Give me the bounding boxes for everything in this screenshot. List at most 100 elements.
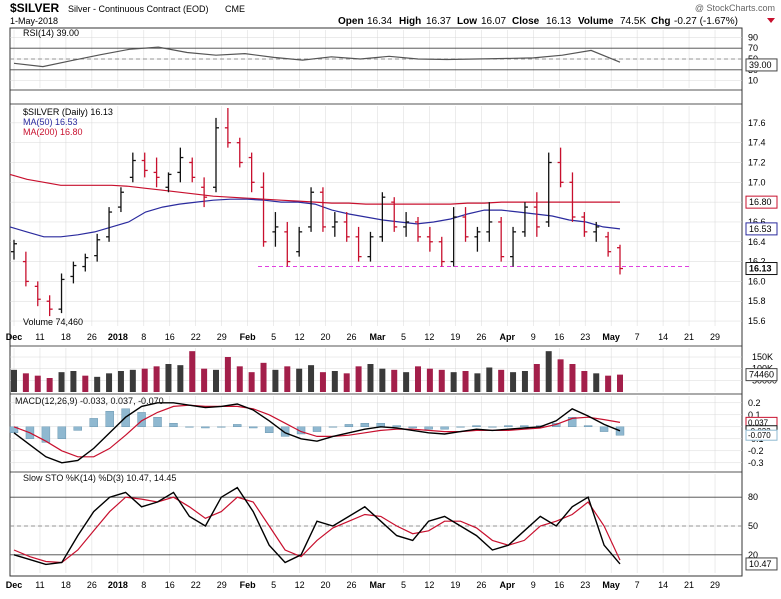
macd-histogram-bar [153,417,162,428]
rsi-current-badge [745,58,778,72]
volume-bar [438,369,445,392]
volume-bar [474,373,481,392]
bottom-x-tick-label: 29 [710,580,720,590]
macd-signal-line [13,404,621,458]
ohlc-bar [58,273,65,314]
high-label: High [399,16,421,27]
stochastic-k-line [13,486,621,566]
volume-bar [224,357,231,392]
price-x-tick-label: 2018 [108,332,128,342]
rsi-tick-label: 90 [748,32,758,42]
bottom-x-tick-label: 16 [165,580,175,590]
macd-histogram-bar [583,425,593,428]
volume-bar [415,366,421,392]
volume-bar [153,366,160,392]
price-x-tick-label: Dec [6,332,23,342]
macd-line [13,402,621,464]
volume-bar [379,368,386,392]
ohlc-bar [367,231,374,262]
stochastic-tick-label: 80 [748,492,758,502]
volume-bar [117,371,124,392]
stochastic-current-badge [745,557,778,571]
bottom-x-tick-label: 26 [476,580,486,590]
price-x-tick-label: 22 [191,332,201,342]
macd-histogram-bar [472,425,481,428]
ohlc-bar [141,152,148,178]
price-tick-label: 16.4 [748,237,766,247]
ohlc-bar [521,202,528,237]
volume-bar [498,369,505,392]
volume-bar [533,364,540,392]
macd-histogram-bar [328,426,338,428]
price-x-tick-label: 7 [635,332,640,342]
stochastic-d-line [13,496,621,564]
ohlc-bar [82,253,89,272]
macd-histogram-bar [201,426,210,429]
ohlc-bar [296,226,303,257]
price-tick-label: 15.8 [748,296,766,306]
volume-bar [545,351,552,392]
macd-histogram-bar [567,417,577,428]
bottom-x-tick-label: 26 [347,580,357,590]
volume-bar [106,373,113,392]
price-badge-label: 16.13 [749,264,772,274]
ohlc-bar [355,226,362,262]
macd-histogram-bar [217,426,226,428]
ohlc-bar [617,244,623,275]
ohlc-bar [117,187,124,213]
ohlc-bar [569,172,576,222]
bottom-x-tick-label: Feb [240,580,257,590]
ohlc-bar [343,212,350,242]
price-badge [745,222,778,236]
price-tick-label: 17.4 [748,138,766,148]
low-value: 16.07 [481,16,506,27]
ohlc-bar [403,212,410,237]
ohlc-bar [260,172,267,247]
ohlc-bar [201,177,208,208]
ohlc-bar [11,239,17,260]
volume-bar [391,369,398,392]
volume-bar [58,372,65,392]
price-x-tick-label: 16 [554,332,564,342]
bottom-x-tick-label: 21 [684,580,694,590]
macd-histogram-bar [57,426,67,439]
price-x-tick-label: 9 [531,332,536,342]
macd-histogram-bar [249,426,258,429]
macd-histogram-bar [296,426,306,435]
macd-histogram-bar [424,426,433,430]
volume-title: Volume 74,460 [23,317,83,327]
chart-header: $SILVER Silver - Continuous Contract (EO… [10,1,775,27]
ohlc-bar [153,157,160,188]
macd-tick-label: 0.2 [748,398,761,408]
price-tick-label: 17.6 [748,118,766,128]
volume-bar [22,373,29,392]
bottom-x-tick-label: 14 [658,580,668,590]
bottom-x-tick-label: 22 [191,580,201,590]
macd-histogram-bar [344,424,354,427]
macd-histogram-bar [233,424,242,427]
price-x-tick-label: 12 [424,332,434,342]
volume-bar [557,359,564,392]
macd-badge [745,429,778,441]
macd-histogram-bar [89,418,98,427]
bottom-x-tick-label: 7 [635,580,640,590]
exchange-label: CME [225,4,245,14]
bottom-x-tick-label: Apr [500,580,516,590]
macd-histogram-bar [105,411,114,428]
volume-bar [403,372,410,392]
price-tick-label: 16.0 [748,276,766,286]
price-x-tick-label: 8 [141,332,146,342]
volume-bar [201,368,208,392]
volume-bar [272,369,279,392]
bottom-x-tick-label: 29 [217,580,227,590]
ohlc-bar [391,197,398,232]
macd-title: MACD(12,26,9) -0.033, 0.037, -0.070 [15,396,164,406]
volume-bar [82,375,89,392]
ohlc-bar [545,152,552,227]
outer-frame [9,27,743,577]
volume-bar [426,368,433,392]
price-tick-label: 17.0 [748,177,766,187]
ohlc-bar [106,207,113,242]
volume-bar [510,372,517,392]
bottom-x-tick-label: 11 [35,580,44,590]
